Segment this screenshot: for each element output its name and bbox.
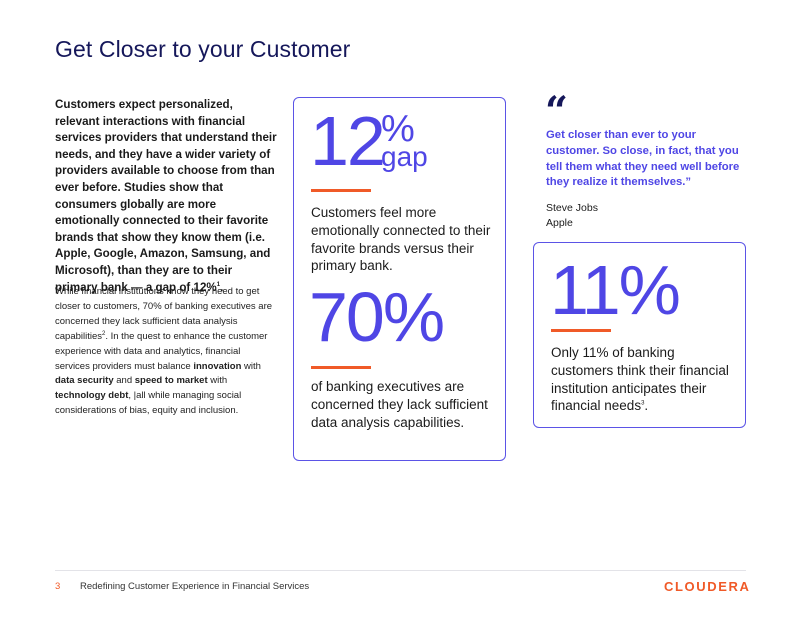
page-title: Get Closer to your Customer: [55, 36, 351, 62]
orange-divider: [311, 366, 371, 369]
body-bold-innovation: innovation: [193, 360, 242, 372]
body-paragraph: While financial institutions know they n…: [55, 285, 277, 419]
quote-mark-icon: “: [545, 88, 569, 135]
body-text-3: , |all while managing social considerati…: [55, 390, 242, 417]
page-number: 3: [55, 581, 61, 592]
stat-12-suffix: % gap: [381, 108, 428, 172]
stats-card-left: 12 % gap Customers feel more emotionally…: [293, 97, 506, 461]
stat-12-number: 12: [310, 102, 386, 180]
footnote-2: 2: [102, 330, 106, 337]
body-text-1: While financial institutions know they n…: [55, 286, 273, 342]
orange-divider: [551, 329, 611, 332]
quote-author: Steve Jobs: [546, 202, 598, 214]
cloudera-logo: CLOUDERA: [664, 579, 751, 594]
quote-text: Get closer than ever to your customer. S…: [546, 129, 740, 189]
body-bold-speed: speed to market: [134, 375, 208, 387]
intro-paragraph: Customers expect personalized, relevant …: [55, 98, 277, 294]
stat-11-period: .: [644, 398, 649, 414]
stats-card-right: 11% Only 11% of banking customers think …: [533, 242, 746, 428]
orange-divider: [311, 189, 371, 192]
footer-divider: [55, 570, 746, 571]
stat-70-number: 70%: [309, 278, 445, 356]
stat-70-caption: of banking executives are concerned they…: [311, 379, 488, 430]
footnote-3: 3: [641, 400, 645, 407]
quote-attribution: Steve Jobs Apple: [546, 201, 696, 230]
body-text-2: . In the quest to enhance the customer e…: [55, 330, 268, 372]
stat-12-gap: gap: [381, 141, 428, 172]
body-text-with-2: with: [207, 375, 228, 387]
body-text-with: with: [241, 360, 261, 372]
body-bold-tech-debt: technology debt: [55, 390, 129, 402]
stat-11-caption: Only 11% of banking customers think thei…: [551, 344, 736, 415]
stat-11-number: 11%: [550, 251, 681, 329]
body-bold-data-security: data security: [55, 375, 114, 387]
stat-11-text: Only 11% of banking customers think thei…: [551, 345, 729, 414]
stat-12-percent: %: [381, 108, 415, 150]
quote-org: Apple: [546, 216, 573, 229]
footnote-1: 1: [216, 281, 221, 288]
stat-12-caption: Customers feel more emotionally connecte…: [311, 205, 491, 274]
body-text-and: and: [113, 375, 135, 387]
intro-text: Customers expect personalized, relevant …: [55, 98, 277, 294]
footer-doc-title: Redefining Customer Experience in Financ…: [80, 581, 310, 592]
